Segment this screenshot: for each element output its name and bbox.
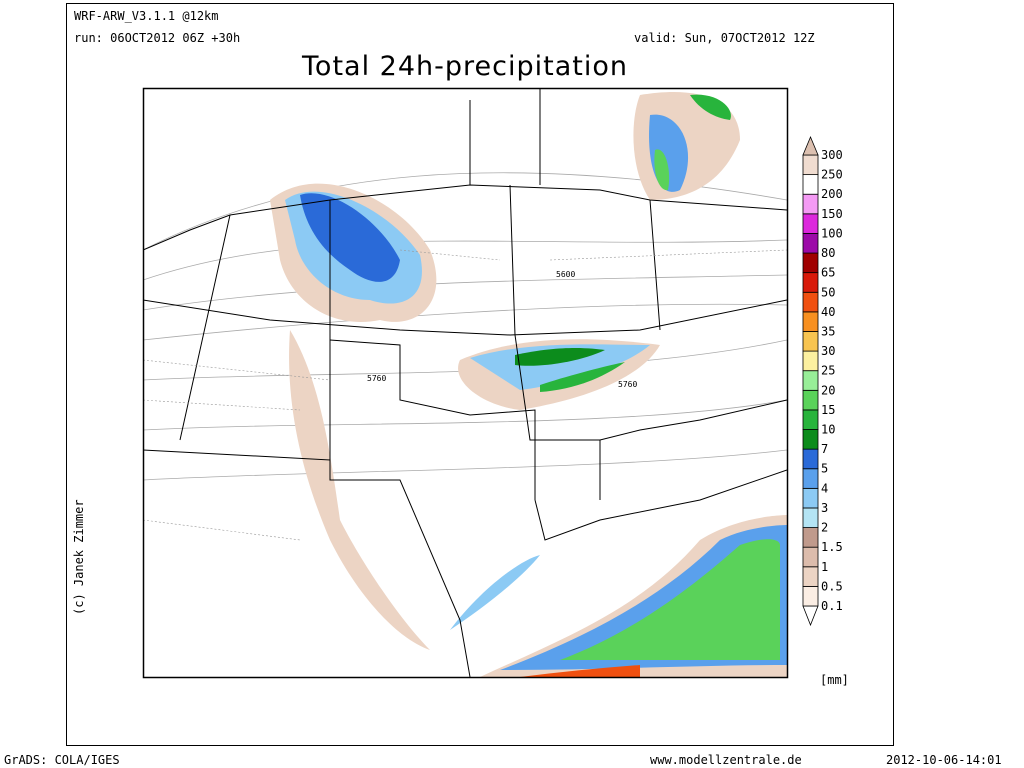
legend-label: 5 xyxy=(821,462,828,476)
map-frame xyxy=(142,87,789,679)
legend-box xyxy=(802,272,819,293)
legend-box xyxy=(802,291,819,313)
precip-areas xyxy=(270,92,787,677)
legend-box xyxy=(802,311,819,332)
legend-label: 35 xyxy=(821,324,835,338)
legend-label: 10 xyxy=(821,423,835,437)
state-boundaries xyxy=(143,88,787,677)
legend-triangle xyxy=(802,605,819,627)
model-label: WRF-ARW_V3.1.1 @12km xyxy=(74,9,219,23)
legend-box xyxy=(802,213,819,234)
legend-label: 7 xyxy=(821,442,828,456)
footer-left: GrADS: COLA/IGES xyxy=(4,753,120,767)
legend-label: 30 xyxy=(821,344,835,358)
legend-box xyxy=(802,487,819,509)
legend-box xyxy=(802,370,819,391)
footer-center: www.modellzentrale.de xyxy=(650,753,802,767)
legend-label: 2 xyxy=(821,521,828,535)
legend-label: 3 xyxy=(821,501,828,515)
legend-box xyxy=(802,409,819,430)
legend-label: 80 xyxy=(821,246,835,260)
legend-label: 250 xyxy=(821,168,843,182)
legend-box xyxy=(802,585,819,607)
legend-unit: [mm] xyxy=(820,673,849,687)
legend-label: 300 xyxy=(821,148,843,162)
map-title: Total 24h-precipitation xyxy=(301,51,628,82)
footer-right: 2012-10-06-14:01 xyxy=(886,753,1002,767)
legend-label: 0.1 xyxy=(821,599,843,613)
legend-label: 150 xyxy=(821,207,843,221)
valid-label: valid: Sun, 07OCT2012 12Z xyxy=(634,31,815,45)
legend-box xyxy=(802,527,819,548)
legend-box xyxy=(802,546,819,568)
legend-label: 4 xyxy=(821,481,828,495)
legend-box xyxy=(802,507,819,528)
legend-label: 15 xyxy=(821,403,835,417)
legend-box xyxy=(802,566,819,587)
legend-box xyxy=(802,331,819,352)
legend-label: 100 xyxy=(821,226,843,240)
legend-label: 40 xyxy=(821,305,835,319)
legend-box xyxy=(802,468,819,489)
credit: (c) Janek Zimmer xyxy=(72,499,86,615)
legend: 0.1 0.5 1 1.5 2 3 4 5 7 10 15 20 25 30 35 40 50 65 80 100 15… xyxy=(802,135,843,627)
legend-box xyxy=(802,174,819,195)
legend-label: 1 xyxy=(821,560,828,574)
legend-label: 50 xyxy=(821,285,835,299)
isolines xyxy=(143,172,787,481)
legend-label: 20 xyxy=(821,383,835,397)
outer-frame xyxy=(66,3,894,746)
legend-box xyxy=(802,429,819,450)
contour-label: 5600 xyxy=(556,270,575,279)
legend-triangle xyxy=(802,135,819,156)
legend-label: 200 xyxy=(821,187,843,201)
legend-box xyxy=(802,154,819,176)
legend-label: 0.5 xyxy=(821,579,843,593)
legend-label: 1.5 xyxy=(821,540,843,554)
legend-box xyxy=(802,350,819,372)
legend-label: 65 xyxy=(821,266,835,280)
map: 5600 5760 5760 xyxy=(142,87,789,679)
run-label: run: 06OCT2012 06Z +30h xyxy=(74,31,240,45)
contour-label: 5760 xyxy=(367,374,386,383)
legend-label: 25 xyxy=(821,364,835,378)
legend-box xyxy=(802,252,819,274)
legend-box xyxy=(802,389,819,411)
legend-box xyxy=(802,448,819,470)
legend-box xyxy=(802,233,819,254)
contour-label: 5760 xyxy=(618,380,637,389)
legend-box xyxy=(802,193,819,215)
